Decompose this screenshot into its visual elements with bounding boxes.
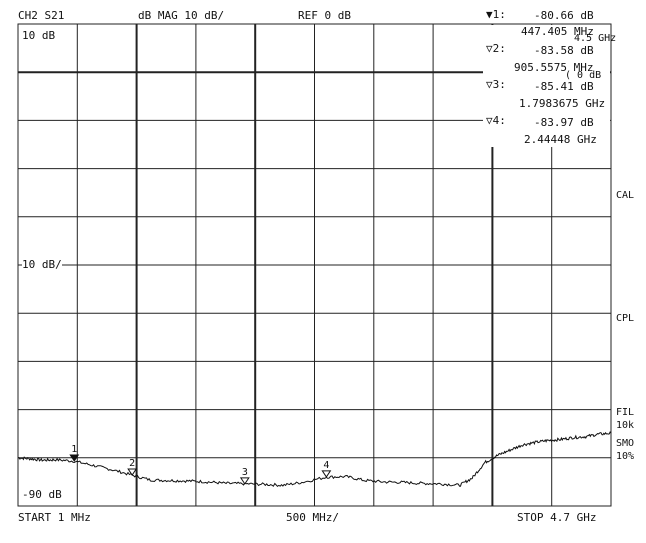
fil-label: FIL — [616, 407, 635, 418]
marker-4-number: 4 — [323, 460, 329, 471]
format-label: dB MAG 10 dB/ — [138, 9, 225, 22]
marker-4-triangle — [321, 470, 332, 478]
marker-1-triangle — [69, 454, 80, 462]
smo-value: 10% — [616, 451, 635, 462]
scale-per-div-label: 10 dB/ — [22, 258, 62, 271]
stop-frequency-label: STOP 4.7 GHz — [517, 511, 597, 524]
marker-2-triangle — [127, 468, 138, 476]
stop-overlap-label: 4.5 GHz — [574, 33, 617, 44]
reference-label: REF 0 dB — [298, 9, 351, 22]
fil-value: 10k — [616, 420, 635, 431]
marker-2-value: -83.58 dB — [534, 44, 594, 57]
channel-label: CH2 S21 — [18, 9, 65, 22]
marker-1-label: ▼1: — [486, 8, 506, 21]
trace-line — [17, 431, 612, 487]
marker-1-value: -80.66 dB — [534, 9, 594, 22]
marker-3-triangle — [239, 477, 250, 485]
bottom-scale-label: -90 dB — [22, 488, 62, 501]
span-per-div-label: 500 MHz/ — [286, 511, 339, 524]
marker-4-label: ▽4: — [486, 114, 506, 127]
top-scale-label: 10 dB — [22, 29, 56, 42]
marker-4-freq: 2.44448 GHz — [524, 133, 597, 146]
marker-1-freq: 447.405 MHz — [521, 25, 594, 38]
cpl-label: CPL — [616, 313, 635, 324]
marker-2-label: ▽2: — [486, 42, 506, 55]
marker-2-freq: 905.5575 MHz — [514, 61, 594, 74]
graticule — [17, 23, 612, 507]
marker-4-value: -83.97 dB — [534, 116, 594, 129]
marker-3-label: ▽3: — [486, 78, 506, 91]
marker-1-number: 1 — [71, 444, 77, 455]
ref-overlap-label: ( 0 dB — [565, 70, 602, 81]
marker-layer: 1 2 3 4 — [69, 444, 332, 485]
smo-label: SMO — [616, 438, 635, 449]
trace-layer — [17, 431, 612, 487]
marker-3-number: 3 — [242, 467, 248, 478]
marker-2-number: 2 — [129, 458, 135, 469]
start-frequency-label: START 1 MHz — [18, 511, 91, 524]
cal-label: CAL — [616, 190, 635, 201]
marker-3-freq: 1.7983675 GHz — [519, 97, 606, 110]
marker-3-value: -85.41 dB — [534, 80, 594, 93]
readout-background — [483, 25, 610, 147]
